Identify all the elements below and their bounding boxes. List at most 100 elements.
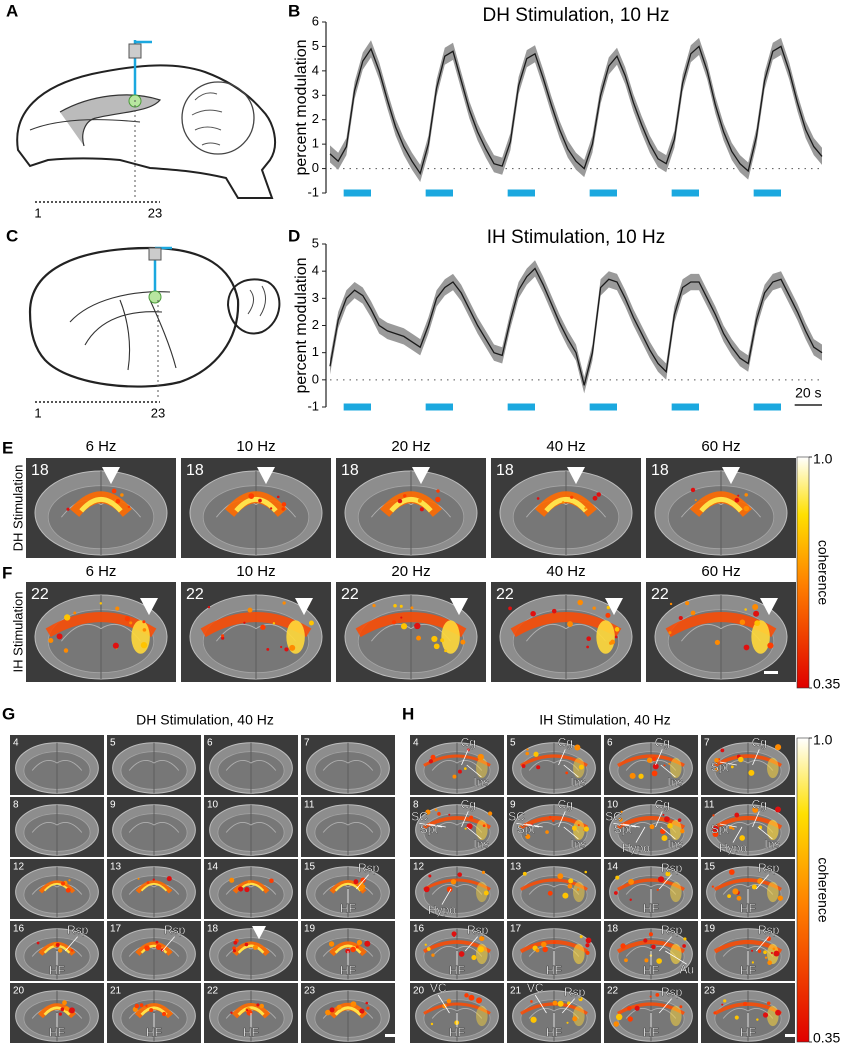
activation-speck	[734, 497, 740, 503]
activation-speck	[440, 638, 445, 643]
slice-number: 18	[341, 462, 359, 479]
activation-speck	[551, 819, 555, 822]
hippocampal-contour	[31, 760, 83, 771]
activation-speck	[553, 941, 556, 944]
activation-core	[699, 496, 743, 513]
activation-speck	[609, 641, 613, 645]
activation-speck	[570, 495, 574, 499]
hippocampal-contour	[322, 884, 374, 895]
activation-speck	[656, 888, 659, 891]
activation-speck	[541, 941, 547, 948]
activation-speck	[678, 615, 683, 621]
slice-number: 9	[510, 800, 516, 811]
activation-speck	[530, 1016, 537, 1023]
activation-speck	[471, 955, 477, 961]
activation-speck	[682, 944, 686, 948]
activation-speck	[522, 871, 527, 876]
activation-speck	[142, 628, 147, 632]
activation-speck	[329, 1007, 335, 1013]
activation-speck	[284, 647, 289, 652]
brain-image	[107, 797, 201, 857]
activation-speck	[140, 641, 148, 649]
y-tick-label: 5	[312, 235, 319, 250]
activation-speck	[767, 642, 774, 649]
region-label: Rsp	[67, 923, 89, 937]
hippocampal-contour	[128, 946, 180, 957]
activation-speck	[366, 1006, 370, 1010]
activation-speck	[736, 895, 742, 901]
activation-speck	[737, 494, 740, 497]
y-tick-label: -1	[307, 398, 319, 413]
mean-line	[329, 267, 823, 386]
hippocampal-contour	[128, 1008, 180, 1019]
activation-speck	[757, 878, 764, 885]
activation-speck	[568, 878, 574, 884]
scale-bar	[764, 671, 778, 674]
stimulus-block	[343, 403, 371, 411]
slice-number: 17	[510, 924, 522, 935]
activation-speck	[712, 814, 715, 817]
activation-speck	[614, 635, 618, 639]
region-label: Cg	[461, 798, 476, 812]
activation-arc	[423, 878, 491, 891]
activation-speck	[561, 501, 565, 504]
internal-structure	[69, 291, 177, 371]
slice-number: 17	[110, 924, 122, 935]
activation-speck	[428, 874, 432, 878]
activation-speck	[754, 620, 761, 627]
panel-letter: A	[6, 1, 18, 20]
activation-core	[334, 882, 362, 892]
activation-speck	[247, 607, 253, 613]
brain-image	[491, 458, 641, 558]
activation-core	[334, 1006, 362, 1016]
colorbar-tick-label: 0.35	[813, 1030, 840, 1046]
activation-speck	[525, 834, 531, 840]
activation-speck	[237, 886, 244, 892]
activation-speck	[73, 611, 77, 615]
activation-speck	[567, 621, 573, 627]
activation-speck	[400, 616, 403, 619]
activation-core	[131, 620, 150, 654]
region-label: Ins	[667, 775, 683, 789]
activation-speck	[648, 932, 653, 937]
label-leader	[655, 749, 663, 766]
region-label: HF	[449, 964, 465, 978]
activation-speck	[743, 505, 750, 512]
activation-speck	[656, 958, 662, 964]
activation-speck	[655, 993, 660, 997]
label-leader	[660, 764, 676, 778]
hippocampal-contour	[722, 946, 774, 957]
hippocampus	[59, 94, 162, 147]
tract	[29, 119, 141, 131]
hippocampal-contour	[681, 624, 761, 642]
activation-speck	[124, 616, 130, 622]
activation-core	[573, 943, 585, 965]
label-leader	[755, 936, 769, 952]
activation-core	[767, 1005, 779, 1027]
activation-speck	[629, 772, 636, 779]
activation-speck	[161, 1011, 167, 1017]
label-leader	[419, 823, 443, 828]
slice-number: 18	[31, 462, 49, 479]
hippocampal-contour	[322, 822, 374, 833]
activation-speck	[62, 1000, 67, 1006]
hippocampal-contour	[31, 884, 83, 895]
activation-speck	[166, 876, 172, 882]
activation-core	[476, 757, 488, 779]
brain-outline	[28, 246, 240, 388]
activation-speck	[694, 499, 697, 502]
activation-speck	[137, 877, 140, 880]
activation-speck	[638, 773, 644, 779]
activation-speck	[145, 1004, 148, 1007]
stimulation-arrow	[102, 467, 120, 485]
activation-speck	[115, 498, 121, 504]
activation-speck	[115, 606, 120, 611]
activation-speck	[668, 762, 671, 765]
activation-speck	[336, 1004, 342, 1010]
brain-image	[507, 735, 601, 795]
slice-number: 15	[704, 862, 716, 873]
region-label: Spt	[614, 822, 633, 836]
activation-core	[79, 496, 123, 513]
region-label: Rsp	[661, 923, 683, 937]
